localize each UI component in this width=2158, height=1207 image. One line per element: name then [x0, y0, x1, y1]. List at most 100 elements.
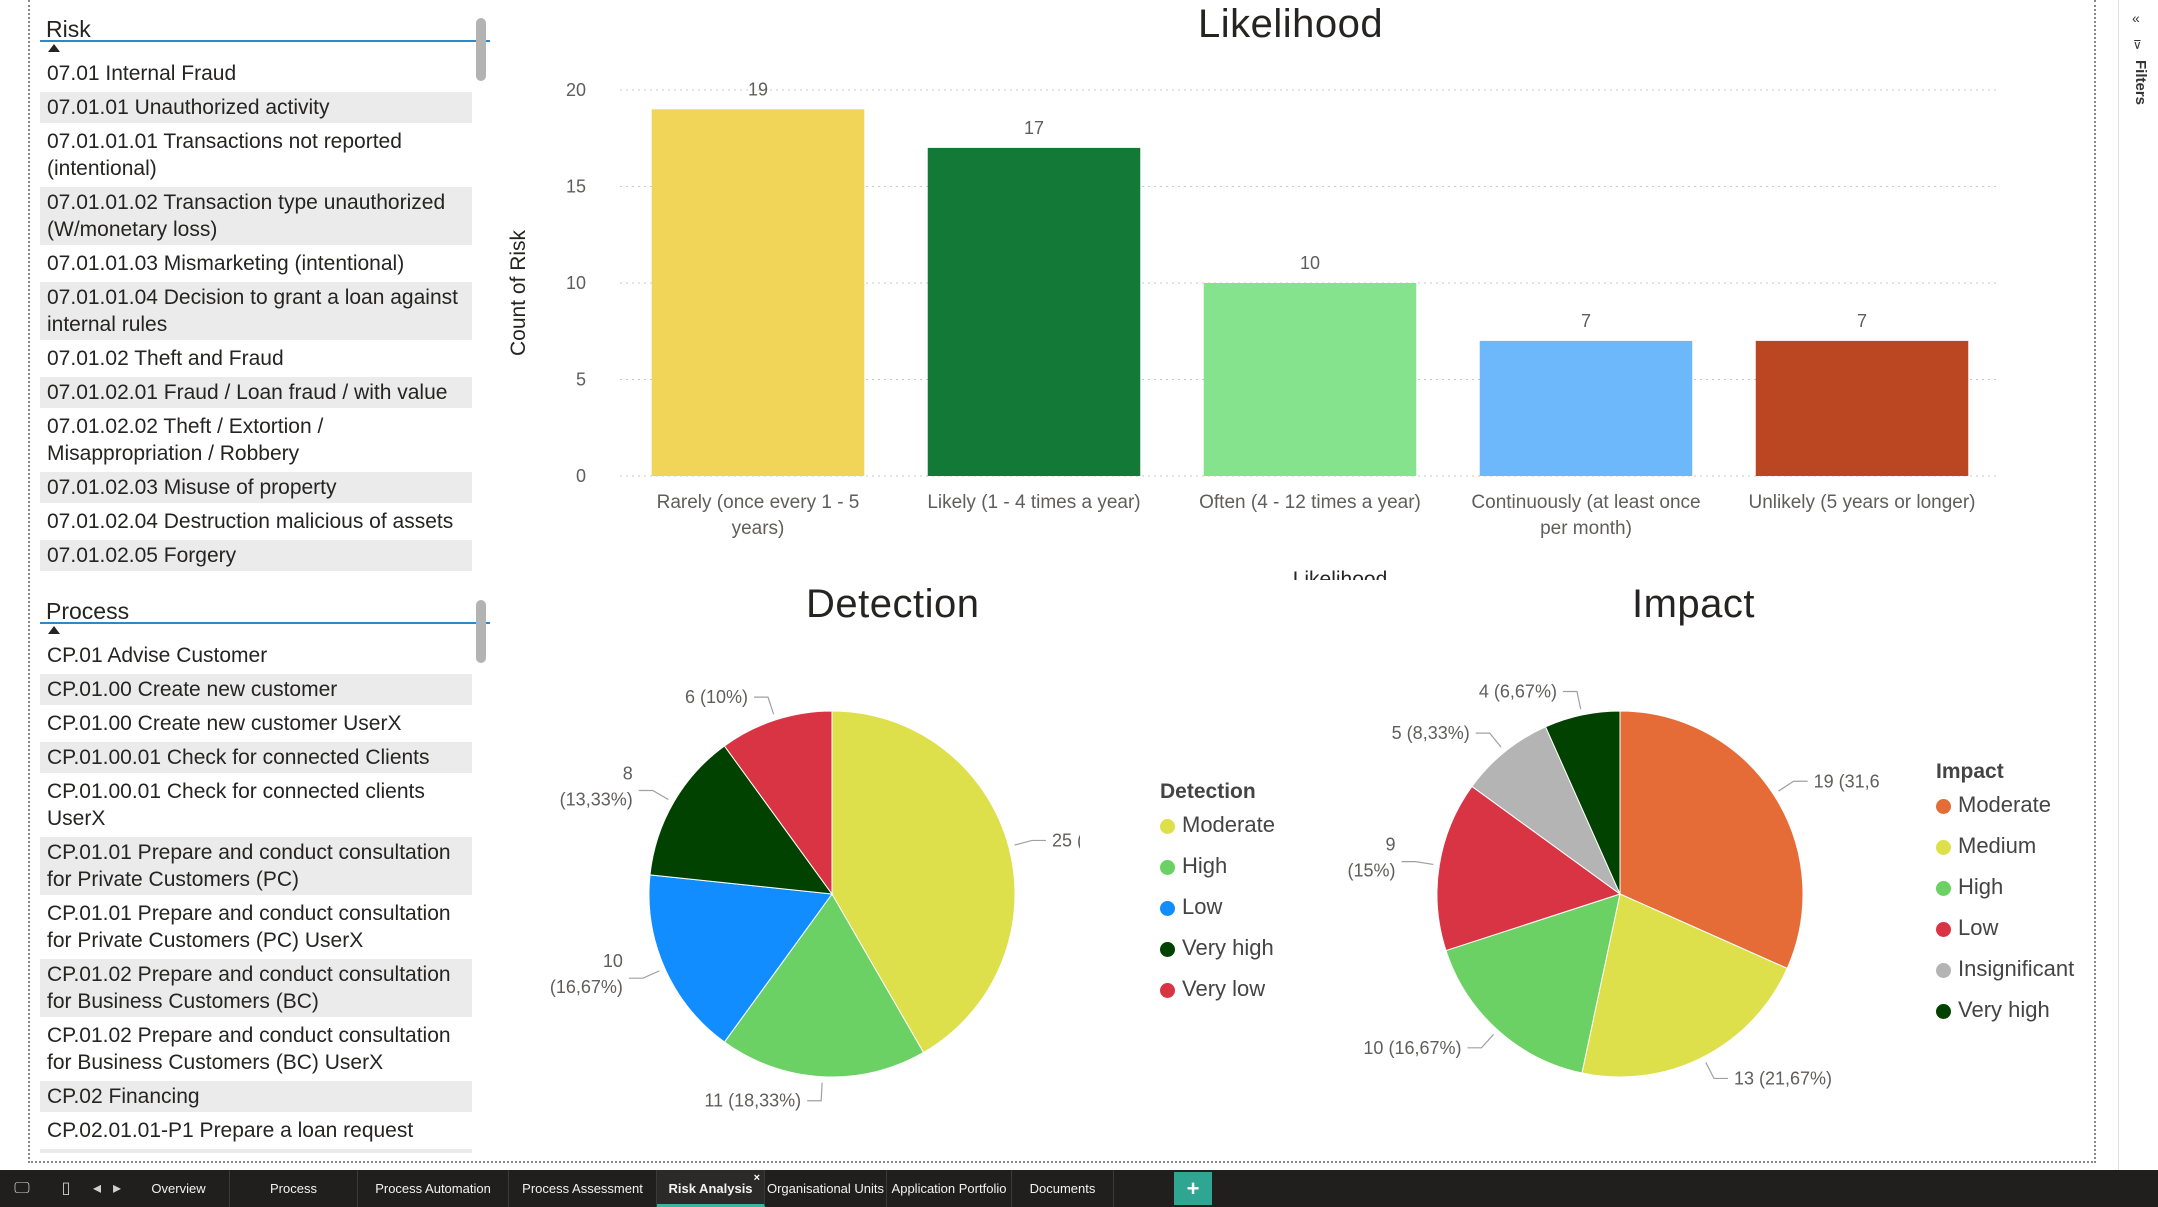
- report-canvas: [28, 0, 2096, 1163]
- impact-chart-title: Impact: [1632, 582, 1756, 626]
- bar[interactable]: [927, 147, 1141, 476]
- pie-slice[interactable]: [723, 893, 925, 1078]
- process-slicer[interactable]: Process CP.01 Advise Customer CP.01.00 Cr…: [40, 590, 490, 1153]
- risk-slicer-item[interactable]: 07.01.02.02 Theft / Extortion / Misappro…: [47, 415, 324, 465]
- legend-item[interactable]: Moderate: [1160, 810, 1275, 851]
- process-slicer-scrollbar[interactable]: [476, 600, 486, 663]
- pie-slice[interactable]: [649, 745, 834, 895]
- pie-slice[interactable]: [1471, 726, 1622, 896]
- add-page-button[interactable]: +: [1174, 1172, 1212, 1205]
- risk-slicer-item[interactable]: 07.01.02.05 Forgery: [40, 540, 472, 571]
- y-tick-label: 20: [566, 80, 586, 100]
- process-slicer-item[interactable]: CP.01.00.01 Check for connected clients …: [47, 780, 425, 830]
- legend-item[interactable]: Very high: [1160, 933, 1275, 974]
- y-tick-label: 0: [576, 466, 586, 486]
- page-tab[interactable]: Application Portfolio: [887, 1170, 1012, 1207]
- legend-item[interactable]: Very low: [1160, 974, 1275, 1015]
- legend-item[interactable]: High: [1936, 872, 2074, 913]
- monitor-icon[interactable]: 🖵: [14, 1180, 30, 1197]
- chevron-icon[interactable]: «: [2132, 10, 2140, 26]
- page-tab-label: Process Classification: [270, 1181, 317, 1196]
- process-slicer-item[interactable]: CP.02.01-P1 Create a loan application: [40, 1149, 472, 1153]
- legend-item[interactable]: Moderate: [1936, 790, 2074, 831]
- legend-item[interactable]: Medium: [1936, 831, 2074, 872]
- page-tab-label: Application Portfolio: [891, 1181, 1007, 1196]
- pie-slice[interactable]: [723, 710, 833, 896]
- legend-item[interactable]: Very high: [1936, 995, 2074, 1036]
- phone-icon[interactable]: ▯: [61, 1180, 71, 1197]
- process-slicer-item[interactable]: CP.01.01 Prepare and conduct consultatio…: [47, 902, 451, 952]
- page-tab-label: Documents: [1029, 1181, 1096, 1196]
- detection-legend: Detection Moderate High Low Very high Very l…: [1160, 780, 1275, 1015]
- process-slicer-item[interactable]: CP.01.00.01 Check for connected Clients: [40, 742, 472, 773]
- process-slicer-item[interactable]: CP.01 Advise Customer: [47, 644, 268, 667]
- legend-item[interactable]: Insignificant: [1936, 954, 2074, 995]
- process-slicer-header: Process: [40, 590, 490, 624]
- bar-data-label: 19: [748, 79, 768, 99]
- pie-slice[interactable]: [1544, 710, 1621, 895]
- close-icon[interactable]: ×: [753, 1172, 760, 1184]
- next-page-icon[interactable]: ▸: [112, 1180, 122, 1197]
- risk-slicer-item[interactable]: 07.01.01.04 Decision to grant a loan aga…: [40, 282, 472, 340]
- leader-line: [1705, 1062, 1728, 1080]
- leader-line: [628, 970, 660, 979]
- legend-marker: [1160, 901, 1175, 916]
- page-tab[interactable]: Process Automation: [358, 1170, 509, 1207]
- risk-slicer-item[interactable]: 07.01.02.01 Fraud / Loan fraud / with va…: [40, 377, 472, 408]
- bar[interactable]: [651, 109, 865, 477]
- risk-slicer-scrollbar[interactable]: [476, 18, 486, 81]
- risk-slicer-item[interactable]: 07.01.02.04 Destruction malicious of ass…: [47, 510, 454, 533]
- risk-slicer[interactable]: Risk 07.01 Internal Fraud 07.01.01 Unauth…: [40, 8, 490, 573]
- leader-line: [754, 696, 775, 715]
- page-tab[interactable]: Process Classification: [230, 1170, 358, 1207]
- legend-marker: [1160, 942, 1175, 957]
- pie-slice[interactable]: [1619, 710, 1804, 970]
- bar[interactable]: [1203, 283, 1417, 476]
- process-slicer-item[interactable]: CP.01.00 Create new customer: [40, 674, 472, 705]
- pie-slice[interactable]: [1581, 893, 1788, 1078]
- risk-slicer-item[interactable]: 07.01.02 Theft and Fraud: [47, 347, 284, 370]
- page-tab[interactable]: Overview: [128, 1170, 230, 1207]
- prev-page-icon[interactable]: ◂: [92, 1180, 102, 1197]
- leader-line: [807, 1082, 823, 1102]
- y-tick-label: 10: [566, 273, 586, 293]
- process-slicer-item[interactable]: CP.01.02 Prepare and conduct consultatio…: [47, 1024, 451, 1074]
- process-slicer-item[interactable]: CP.02.01.01-P1 Prepare a loan request: [47, 1119, 414, 1142]
- sort-ascending-icon[interactable]: [48, 44, 60, 52]
- risk-slicer-item[interactable]: 07.01 Internal Fraud: [47, 62, 237, 85]
- legend-marker: [1936, 799, 1951, 814]
- page-tab[interactable]: Organisational Units: [765, 1170, 887, 1207]
- page-tab-bar: 🖵 ▯ ◂ ▸ Overview Process Classification Pr…: [0, 1170, 2158, 1207]
- risk-slicer-header: Risk: [40, 8, 490, 42]
- pie-data-label: (16,67%): [550, 977, 623, 997]
- page-tab[interactable]: Documents: [1012, 1170, 1114, 1207]
- process-slicer-item[interactable]: CP.01.02 Prepare and conduct consultatio…: [40, 959, 472, 1017]
- risk-slicer-item[interactable]: 07.01.01.02 Transaction type unauthorize…: [40, 187, 472, 245]
- legend-item[interactable]: High: [1160, 851, 1275, 892]
- legend-marker: [1936, 1004, 1951, 1019]
- bar[interactable]: [1755, 340, 1969, 476]
- page-tab-label: Overview: [151, 1181, 206, 1196]
- bar[interactable]: [1479, 340, 1693, 476]
- bar-data-label: 7: [1581, 311, 1591, 331]
- pie-slice[interactable]: [648, 874, 833, 1043]
- sort-ascending-icon[interactable]: [48, 626, 60, 634]
- risk-slicer-item[interactable]: 07.01.02.03 Misuse of property: [40, 472, 472, 503]
- risk-slicer-item[interactable]: 07.01.01.03 Mismarketing (intentional): [47, 252, 405, 275]
- legend-item[interactable]: Low: [1160, 892, 1275, 933]
- pie-slice[interactable]: [831, 710, 1016, 1054]
- risk-slicer-item[interactable]: 07.01.01 Unauthorized activity: [40, 92, 472, 123]
- filters-label[interactable]: Filters: [2132, 60, 2149, 106]
- filters-pane[interactable]: « ⊽ Filters: [2118, 0, 2158, 1170]
- pie-slice[interactable]: [1436, 785, 1622, 952]
- process-slicer-item[interactable]: CP.01.01 Prepare and conduct consultatio…: [40, 837, 472, 895]
- pie-slice[interactable]: [1445, 893, 1621, 1074]
- impact-pie-chart: 19 (31,67%) 13 (21,67%) 10 (16,67%) 9 (15%) 5…: [1348, 682, 1880, 1089]
- process-slicer-item[interactable]: CP.01.00 Create new customer UserX: [47, 712, 402, 735]
- legend-item[interactable]: Low: [1936, 913, 2074, 954]
- page-tab[interactable]: Risk Analysis ×: [657, 1170, 765, 1207]
- legend-label: Very high: [1958, 997, 2050, 1022]
- page-tab[interactable]: Process Assessment: [509, 1170, 657, 1207]
- risk-slicer-item[interactable]: 07.01.01.01 Transactions not reported (i…: [47, 130, 402, 180]
- process-slicer-item[interactable]: CP.02 Financing: [40, 1081, 472, 1112]
